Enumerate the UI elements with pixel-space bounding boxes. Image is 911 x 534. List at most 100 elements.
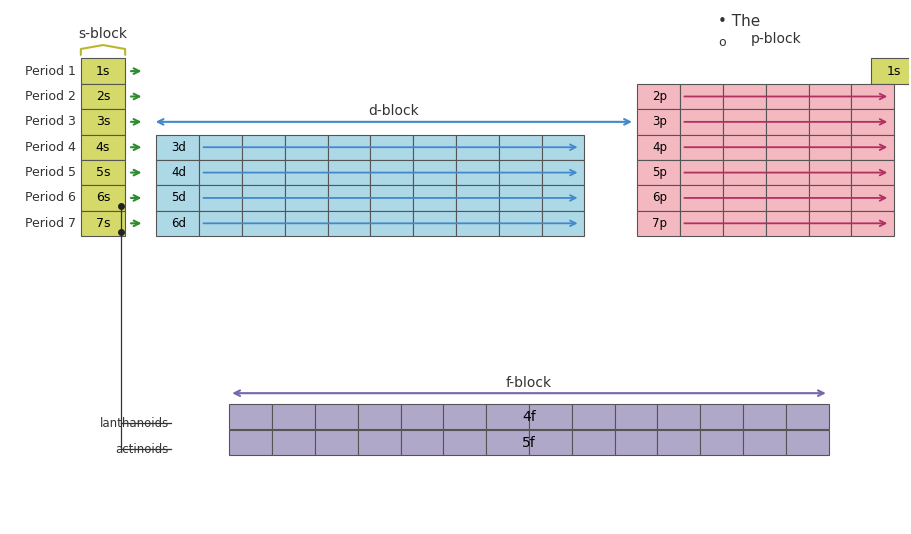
Bar [199,135,241,160]
Bar [370,210,413,236]
Text: 7s: 7s [96,217,110,230]
Text: 4p: 4p [651,141,666,154]
Bar [722,109,765,135]
Text: Period 7: Period 7 [25,217,76,230]
Text: 3d: 3d [171,141,186,154]
Bar [370,160,413,185]
Text: 4f: 4f [522,410,536,424]
Bar [614,430,657,455]
Bar [327,210,370,236]
Bar [571,430,614,455]
Bar [284,210,327,236]
Bar [443,404,486,429]
Text: Period 2: Period 2 [25,90,76,103]
Bar [808,160,850,185]
Bar [541,160,584,185]
Bar [680,210,722,236]
Text: 6p: 6p [651,192,666,205]
Text: 5s: 5s [96,166,110,179]
Text: 5f: 5f [522,436,536,450]
Bar [413,210,456,236]
Bar [637,185,680,210]
Bar [156,160,199,185]
Bar [808,135,850,160]
Bar [680,84,722,109]
Text: p-block: p-block [751,32,801,46]
Bar [657,430,700,455]
Bar [230,430,271,455]
Bar [327,160,370,185]
Text: lanthanoids: lanthanoids [99,417,169,429]
Bar [327,135,370,160]
Bar [413,135,456,160]
Text: Period 1: Period 1 [25,65,76,77]
Bar [284,135,327,160]
Bar [808,84,850,109]
Bar [456,185,498,210]
Bar [657,404,700,429]
Bar [456,210,498,236]
Bar [241,135,284,160]
Text: Period 3: Period 3 [25,115,76,128]
Bar [199,210,241,236]
Bar [765,185,808,210]
Text: 5d: 5d [171,192,186,205]
Text: 2p: 2p [651,90,666,103]
Text: d-block: d-block [368,104,419,119]
Bar [156,135,199,160]
Bar [528,404,571,429]
Bar [241,210,284,236]
Bar [498,185,541,210]
Text: s-block: s-block [78,27,128,41]
Bar [498,210,541,236]
Text: 2s: 2s [96,90,110,103]
Text: 6d: 6d [171,217,186,230]
Bar [742,430,785,455]
Bar [156,210,199,236]
Bar [700,404,742,429]
Bar [850,185,893,210]
Bar [637,160,680,185]
Bar [81,109,125,135]
Bar [370,185,413,210]
Bar [765,84,808,109]
Text: actinoids: actinoids [116,443,169,456]
Bar [400,404,443,429]
Bar [81,135,125,160]
Bar [486,430,528,455]
Bar [680,160,722,185]
Bar [156,185,199,210]
Bar [541,185,584,210]
Bar [808,185,850,210]
Text: 3s: 3s [96,115,110,128]
Bar [456,135,498,160]
Bar [81,185,125,210]
Bar [637,135,680,160]
Bar [81,160,125,185]
Bar [765,135,808,160]
Bar [722,185,765,210]
Bar [680,135,722,160]
Text: Period 6: Period 6 [25,192,76,205]
Text: 3p: 3p [651,115,666,128]
Bar [241,160,284,185]
Bar [413,185,456,210]
Bar [370,135,413,160]
Bar [850,210,893,236]
Bar [498,135,541,160]
Bar [722,84,765,109]
Bar [498,160,541,185]
Text: o: o [717,36,724,49]
Bar [284,185,327,210]
Bar [722,135,765,160]
Bar [241,185,284,210]
Bar [614,404,657,429]
Text: 4d: 4d [171,166,186,179]
Bar [199,160,241,185]
Bar [541,135,584,160]
Bar [271,430,314,455]
Bar [230,404,271,429]
Text: 7p: 7p [651,217,666,230]
Bar [765,160,808,185]
Bar [357,430,400,455]
